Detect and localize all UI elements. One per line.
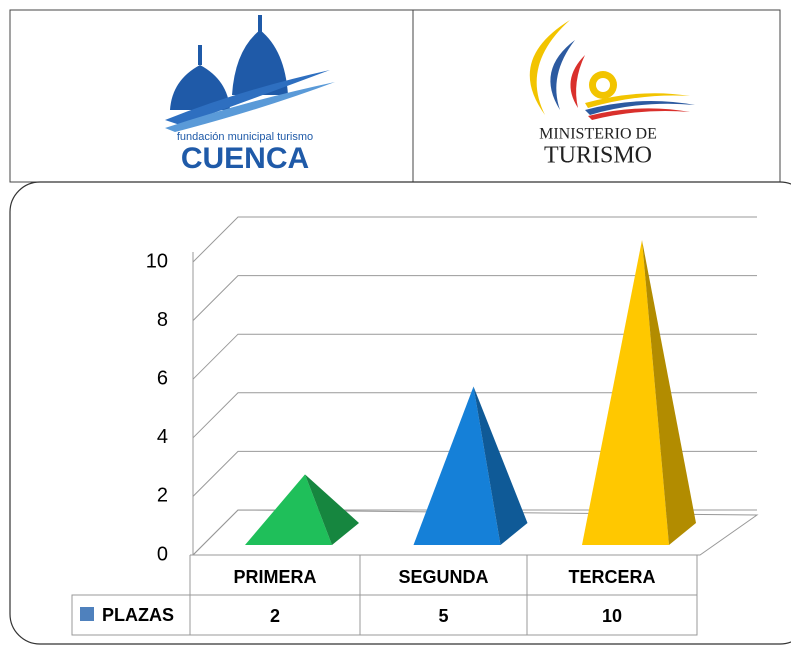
- pyramid-front: [582, 240, 669, 545]
- grid-line: [192, 450, 757, 497]
- ministerio-logo: MINISTERIO DE TURISMO: [529, 20, 695, 169]
- x-tick-label: TERCERA: [568, 567, 655, 587]
- table-value: 2: [270, 606, 280, 626]
- pyramid-front: [245, 474, 332, 545]
- grid-line: [192, 392, 757, 439]
- y-tick-label: 10: [146, 250, 168, 272]
- logo-small-text: fundación municipal turismo: [177, 131, 313, 143]
- chart-frame: [9, 181, 791, 645]
- grid-line: [192, 333, 757, 380]
- x-tick-label: SEGUNDA: [398, 567, 488, 587]
- header-frame: [9, 9, 781, 183]
- table-lines: [71, 554, 698, 636]
- chart: 0 2 4 6 8 10 PLAZAS PRIMERA 2 SEGUNDA 5 TERCERA 10: [71, 216, 759, 636]
- logo-big-text: CUENCA: [181, 142, 309, 175]
- grid-line: [192, 216, 757, 263]
- x-tick-label: PRIMERA: [233, 567, 316, 587]
- pyramid-side: [305, 474, 359, 545]
- pyramid-front: [413, 386, 501, 545]
- cuenca-logo: fundación municipal turismo CUENCA: [165, 15, 335, 175]
- y-tick-label: 4: [157, 426, 168, 448]
- grid-line: [192, 509, 757, 556]
- legend-key: [80, 607, 94, 621]
- y-tick-label: 8: [157, 309, 168, 331]
- y-tick-label: 0: [157, 543, 168, 565]
- logo-line1: MINISTERIO DE: [539, 126, 657, 143]
- table-value: 5: [438, 606, 448, 626]
- grid-line: [192, 275, 757, 321]
- legend-label: PLAZAS: [102, 605, 174, 625]
- pyramid-side: [642, 240, 696, 545]
- table-value: 10: [602, 606, 622, 626]
- logo-line2: TURISMO: [544, 143, 652, 169]
- pyramid-side: [473, 386, 528, 545]
- y-tick-label: 2: [157, 485, 168, 507]
- y-tick-label: 6: [157, 367, 168, 389]
